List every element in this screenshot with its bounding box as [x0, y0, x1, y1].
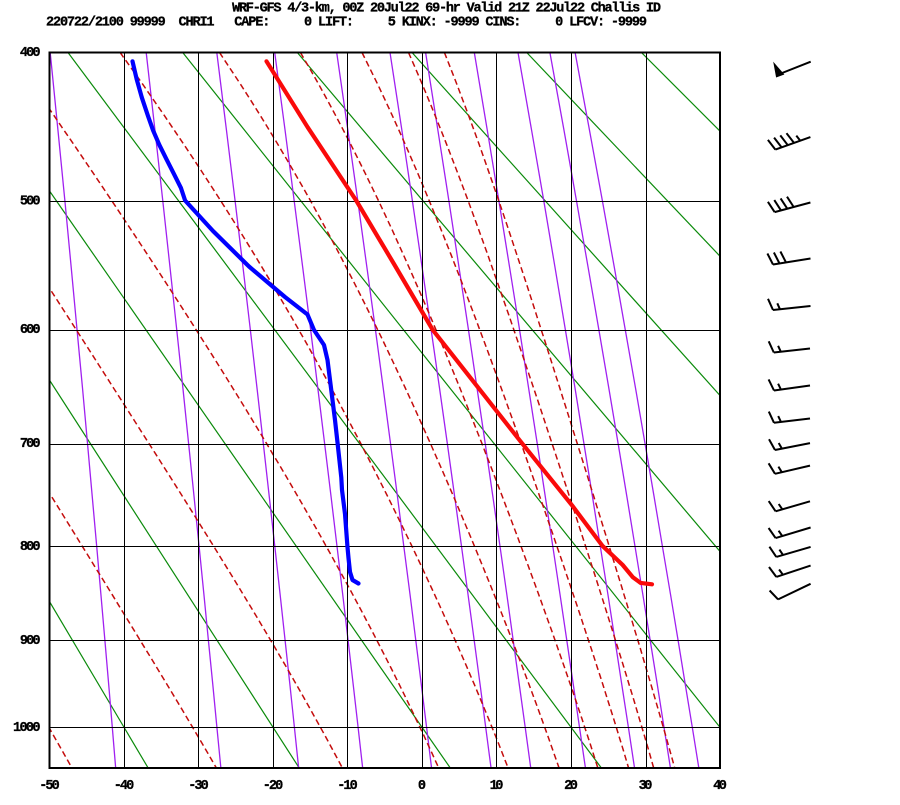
- svg-text:600: 600: [20, 323, 41, 338]
- svg-text:1000: 1000: [13, 721, 40, 736]
- svg-text:900: 900: [20, 634, 41, 649]
- svg-text:40: 40: [713, 779, 727, 794]
- svg-text:10: 10: [490, 779, 504, 794]
- svg-text:0: 0: [418, 779, 426, 794]
- svg-text:-10: -10: [337, 779, 358, 794]
- svg-text:30: 30: [639, 779, 653, 794]
- svg-text:700: 700: [20, 437, 41, 452]
- svg-text:500: 500: [20, 194, 41, 209]
- svg-text:-40: -40: [114, 779, 135, 794]
- svg-text:-50: -50: [39, 779, 60, 794]
- svg-text:800: 800: [20, 540, 41, 555]
- svg-text:-30: -30: [188, 779, 209, 794]
- svg-text:400: 400: [20, 46, 41, 61]
- svg-text:220722/2100 99999 CHRI1 CAP: 220722/2100 99999 CHRI1 CAPE: 0 LIFT: 5 …: [46, 16, 647, 31]
- svg-text:20: 20: [564, 779, 578, 794]
- svg-text:-20: -20: [263, 779, 284, 794]
- svg-text:WRF-GFS 4/3-km, 00Z 20Jul22 69: WRF-GFS 4/3-km, 00Z 20Jul22 69-hr Valid …: [232, 2, 661, 17]
